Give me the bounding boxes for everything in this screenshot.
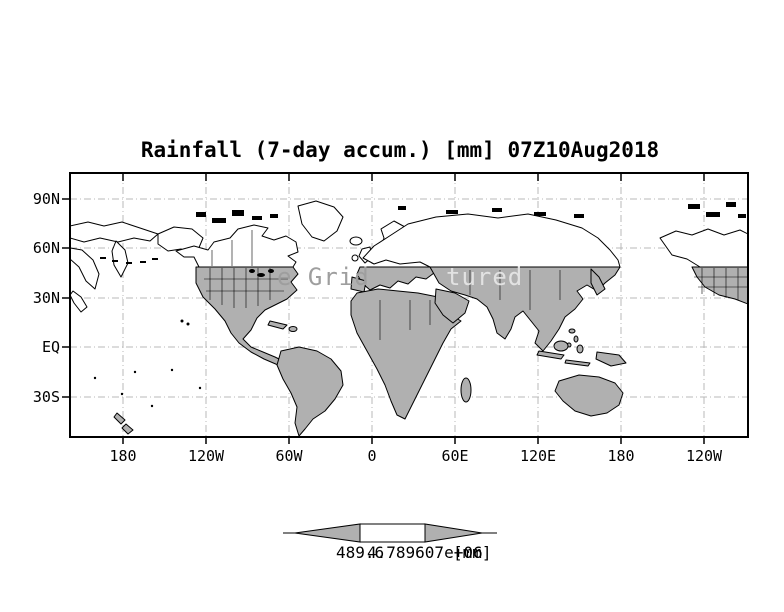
plot-title: Rainfall (7-day accum.) [mm] 07Z10Aug201… (140, 138, 660, 162)
colorbar-left-arrow (294, 523, 361, 543)
lat-label-60n: 60N (32, 239, 60, 257)
colorbar-tick-right: 4.789607e+06 (367, 543, 483, 562)
land-shaded-south (113, 266, 747, 436)
political-borders (204, 230, 747, 340)
shade-arabia (434, 288, 470, 324)
shade-philippines-1 (568, 328, 576, 334)
shade-africa (350, 288, 462, 420)
lon-label-180a: 180 (109, 447, 137, 465)
island-speckles (93, 202, 746, 408)
coast-kamchatka (111, 240, 129, 278)
shade-new-zealand-n (113, 412, 126, 425)
shade-cuba (267, 320, 288, 330)
shade-south-america (276, 346, 344, 436)
coast-siberia (362, 213, 621, 268)
shade-borneo (553, 340, 569, 352)
lon-label-120wa: 120W (187, 447, 225, 465)
shade-madagascar (460, 377, 472, 403)
lon-label-180b: 180 (607, 447, 635, 465)
lon-label-120wb: 120W (685, 447, 723, 465)
coast-chukotka (71, 221, 159, 243)
shade-philippines-2 (573, 335, 579, 343)
lon-label-60e: 60E (441, 447, 469, 465)
colorbar-right-arrow (424, 523, 483, 543)
shade-usa-right (691, 266, 747, 305)
shade-new-guinea (595, 351, 627, 367)
shade-japan (590, 268, 606, 296)
map-frame (69, 172, 749, 438)
shade-java (564, 359, 591, 367)
shade-hispaniola (288, 326, 298, 332)
lon-label-0: 0 (367, 447, 377, 465)
shade-sumatra (536, 350, 565, 360)
colorbar (283, 523, 497, 543)
land-outline-north (71, 200, 747, 313)
lat-label-eq: EQ (41, 338, 60, 356)
coast-japan-left (71, 290, 88, 313)
shade-new-zealand-s (121, 423, 134, 435)
coast-ireland (351, 254, 359, 262)
colorbar-tick-left: 489.6 (336, 543, 385, 562)
lon-label-60w: 60W (275, 447, 303, 465)
lat-label-30s: 30S (32, 388, 60, 406)
colorbar-middle-segment (359, 523, 426, 543)
shade-usa-mexico (195, 266, 299, 366)
axis-ticks (62, 174, 705, 444)
coast-okhotsk (71, 247, 100, 290)
shade-sulawesi (576, 344, 584, 354)
lon-label-120e: 120E (519, 447, 557, 465)
coast-iceland (349, 236, 363, 246)
lat-label-30n: 30N (32, 289, 60, 307)
shade-europe (356, 266, 435, 291)
lat-label-90n: 90N (32, 190, 60, 208)
shade-asia (429, 266, 621, 352)
coast-canada-right (659, 228, 747, 268)
coast-greenland (297, 200, 344, 242)
shade-australia (554, 374, 624, 417)
colorbar-units: [mm] (453, 543, 492, 562)
